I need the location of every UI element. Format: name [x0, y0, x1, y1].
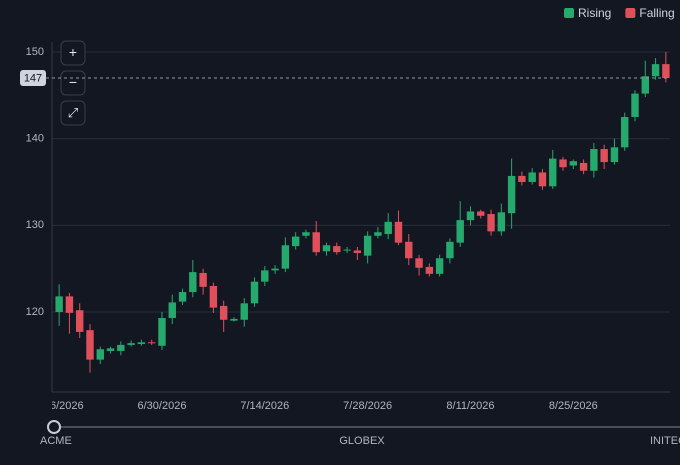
candle-body	[374, 232, 382, 236]
legend-label: Falling	[639, 6, 674, 20]
x-tick-label: 6/30/2026	[138, 400, 187, 412]
candle-body	[610, 147, 619, 163]
candle-body	[538, 172, 547, 187]
candle-body	[487, 214, 495, 232]
candle-body	[507, 175, 516, 214]
candle-body	[117, 344, 125, 351]
candle-body	[322, 245, 331, 252]
candle-body	[55, 296, 63, 312]
candle-body	[219, 305, 228, 320]
candle-body	[497, 212, 506, 232]
candle-body	[178, 292, 187, 302]
candle-body	[456, 220, 464, 243]
x-tick-label: 8/11/2026	[446, 400, 494, 412]
candle-body	[291, 236, 300, 247]
candle-body	[651, 64, 660, 77]
candle-body	[466, 211, 475, 221]
candle-body	[168, 302, 176, 319]
zoom-out-button[interactable]: −	[60, 70, 86, 96]
last-price-label: 147	[24, 72, 42, 84]
x-labels: 6/16/2026 6/30/2026 7/14/2026 7/28/2026 8/11…	[35, 400, 598, 412]
candle-body	[579, 162, 588, 171]
last-price-box	[20, 69, 46, 86]
y-tick-label: 120	[26, 306, 44, 318]
candle-body	[446, 241, 454, 259]
candle-body	[528, 172, 536, 182]
x-tick-label: 7/14/2026	[240, 400, 289, 412]
y-tick-label: 140	[26, 133, 44, 145]
candle-body	[343, 249, 351, 251]
candle-body	[394, 221, 403, 243]
candle-body	[621, 116, 629, 148]
candle-body	[76, 310, 84, 332]
legend-label: Rising	[578, 6, 611, 20]
y-tick-label: 130	[26, 219, 44, 231]
range-slider-handle[interactable]	[47, 420, 61, 434]
zoom-out-icon: −	[69, 74, 77, 90]
candle-body	[189, 272, 197, 293]
x-tick-label: 8/25/2026	[549, 400, 598, 412]
x-tick-label: 6/16/2026	[35, 400, 84, 412]
zoom-in-button[interactable]: +	[60, 40, 86, 66]
candle-body	[65, 296, 74, 313]
candle-body	[96, 349, 104, 360]
reset-icon: ⤢	[68, 105, 78, 120]
candle-body	[147, 342, 156, 344]
range-slider-label: ACME	[40, 435, 72, 447]
candle-body	[158, 318, 166, 346]
candle-body	[559, 159, 567, 168]
candle-body	[405, 241, 413, 259]
candle-body	[209, 285, 218, 308]
candle-body	[261, 270, 269, 282]
candle-body	[549, 158, 557, 187]
range-slider-label: INITEC	[650, 435, 680, 447]
candle-body	[302, 232, 310, 236]
reset-button[interactable]: ⤢	[60, 100, 86, 126]
candle-body	[250, 281, 259, 304]
candle-body	[662, 64, 670, 78]
candle-body	[641, 76, 649, 94]
candle-body	[230, 318, 238, 321]
candle-body	[281, 245, 290, 269]
candle-body	[271, 268, 279, 271]
candle-body	[384, 221, 392, 234]
candle-body	[199, 272, 207, 287]
candle-body	[127, 343, 135, 345]
x-tick-label: 7/28/2026	[343, 400, 392, 412]
candle-body	[86, 330, 94, 360]
candle-body	[631, 93, 639, 117]
candle-body	[600, 149, 608, 163]
candle-body	[477, 211, 485, 216]
candle-body	[312, 232, 320, 253]
zoom-in-icon: +	[69, 44, 77, 60]
range-slider-label: GLOBEX	[339, 435, 385, 447]
candle-body	[240, 303, 248, 320]
candle-body	[363, 235, 372, 256]
candle-body	[435, 258, 444, 274]
candle-body	[569, 161, 578, 166]
candle-body	[106, 348, 115, 351]
candle-body	[425, 266, 434, 274]
candle-body	[353, 250, 362, 254]
candle-body	[518, 175, 526, 182]
candle-body	[137, 342, 146, 345]
y-tick-label: 150	[26, 46, 44, 58]
candle-body	[415, 258, 423, 268]
candle-body	[333, 246, 341, 253]
legend-swatch	[625, 8, 636, 18]
legend-swatch	[564, 8, 574, 18]
candle-body	[590, 149, 598, 171]
